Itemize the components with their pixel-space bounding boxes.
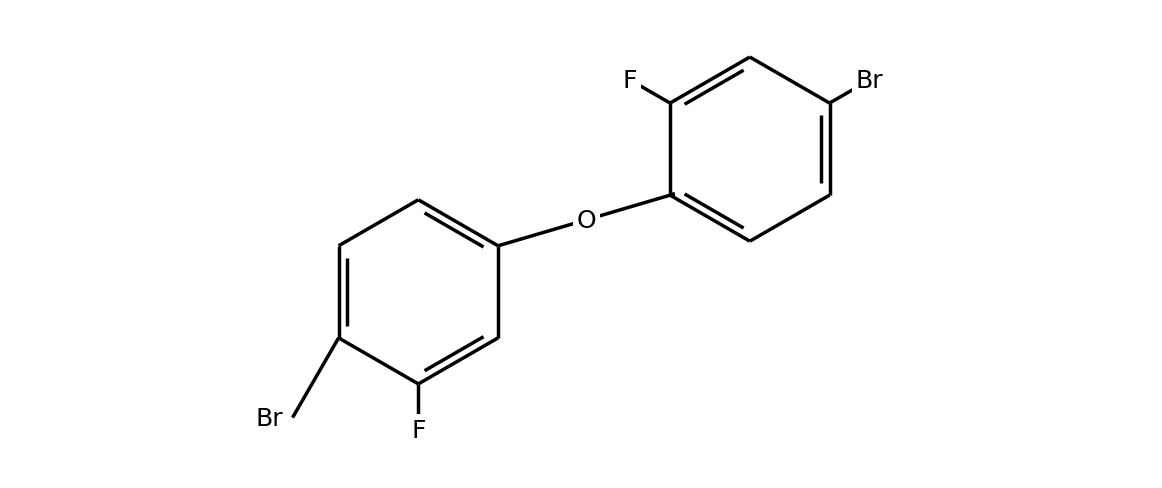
Text: F: F (623, 69, 638, 93)
Text: O: O (576, 208, 596, 232)
Text: Br: Br (855, 69, 883, 93)
Text: F: F (411, 418, 425, 442)
Text: Br: Br (256, 406, 284, 430)
